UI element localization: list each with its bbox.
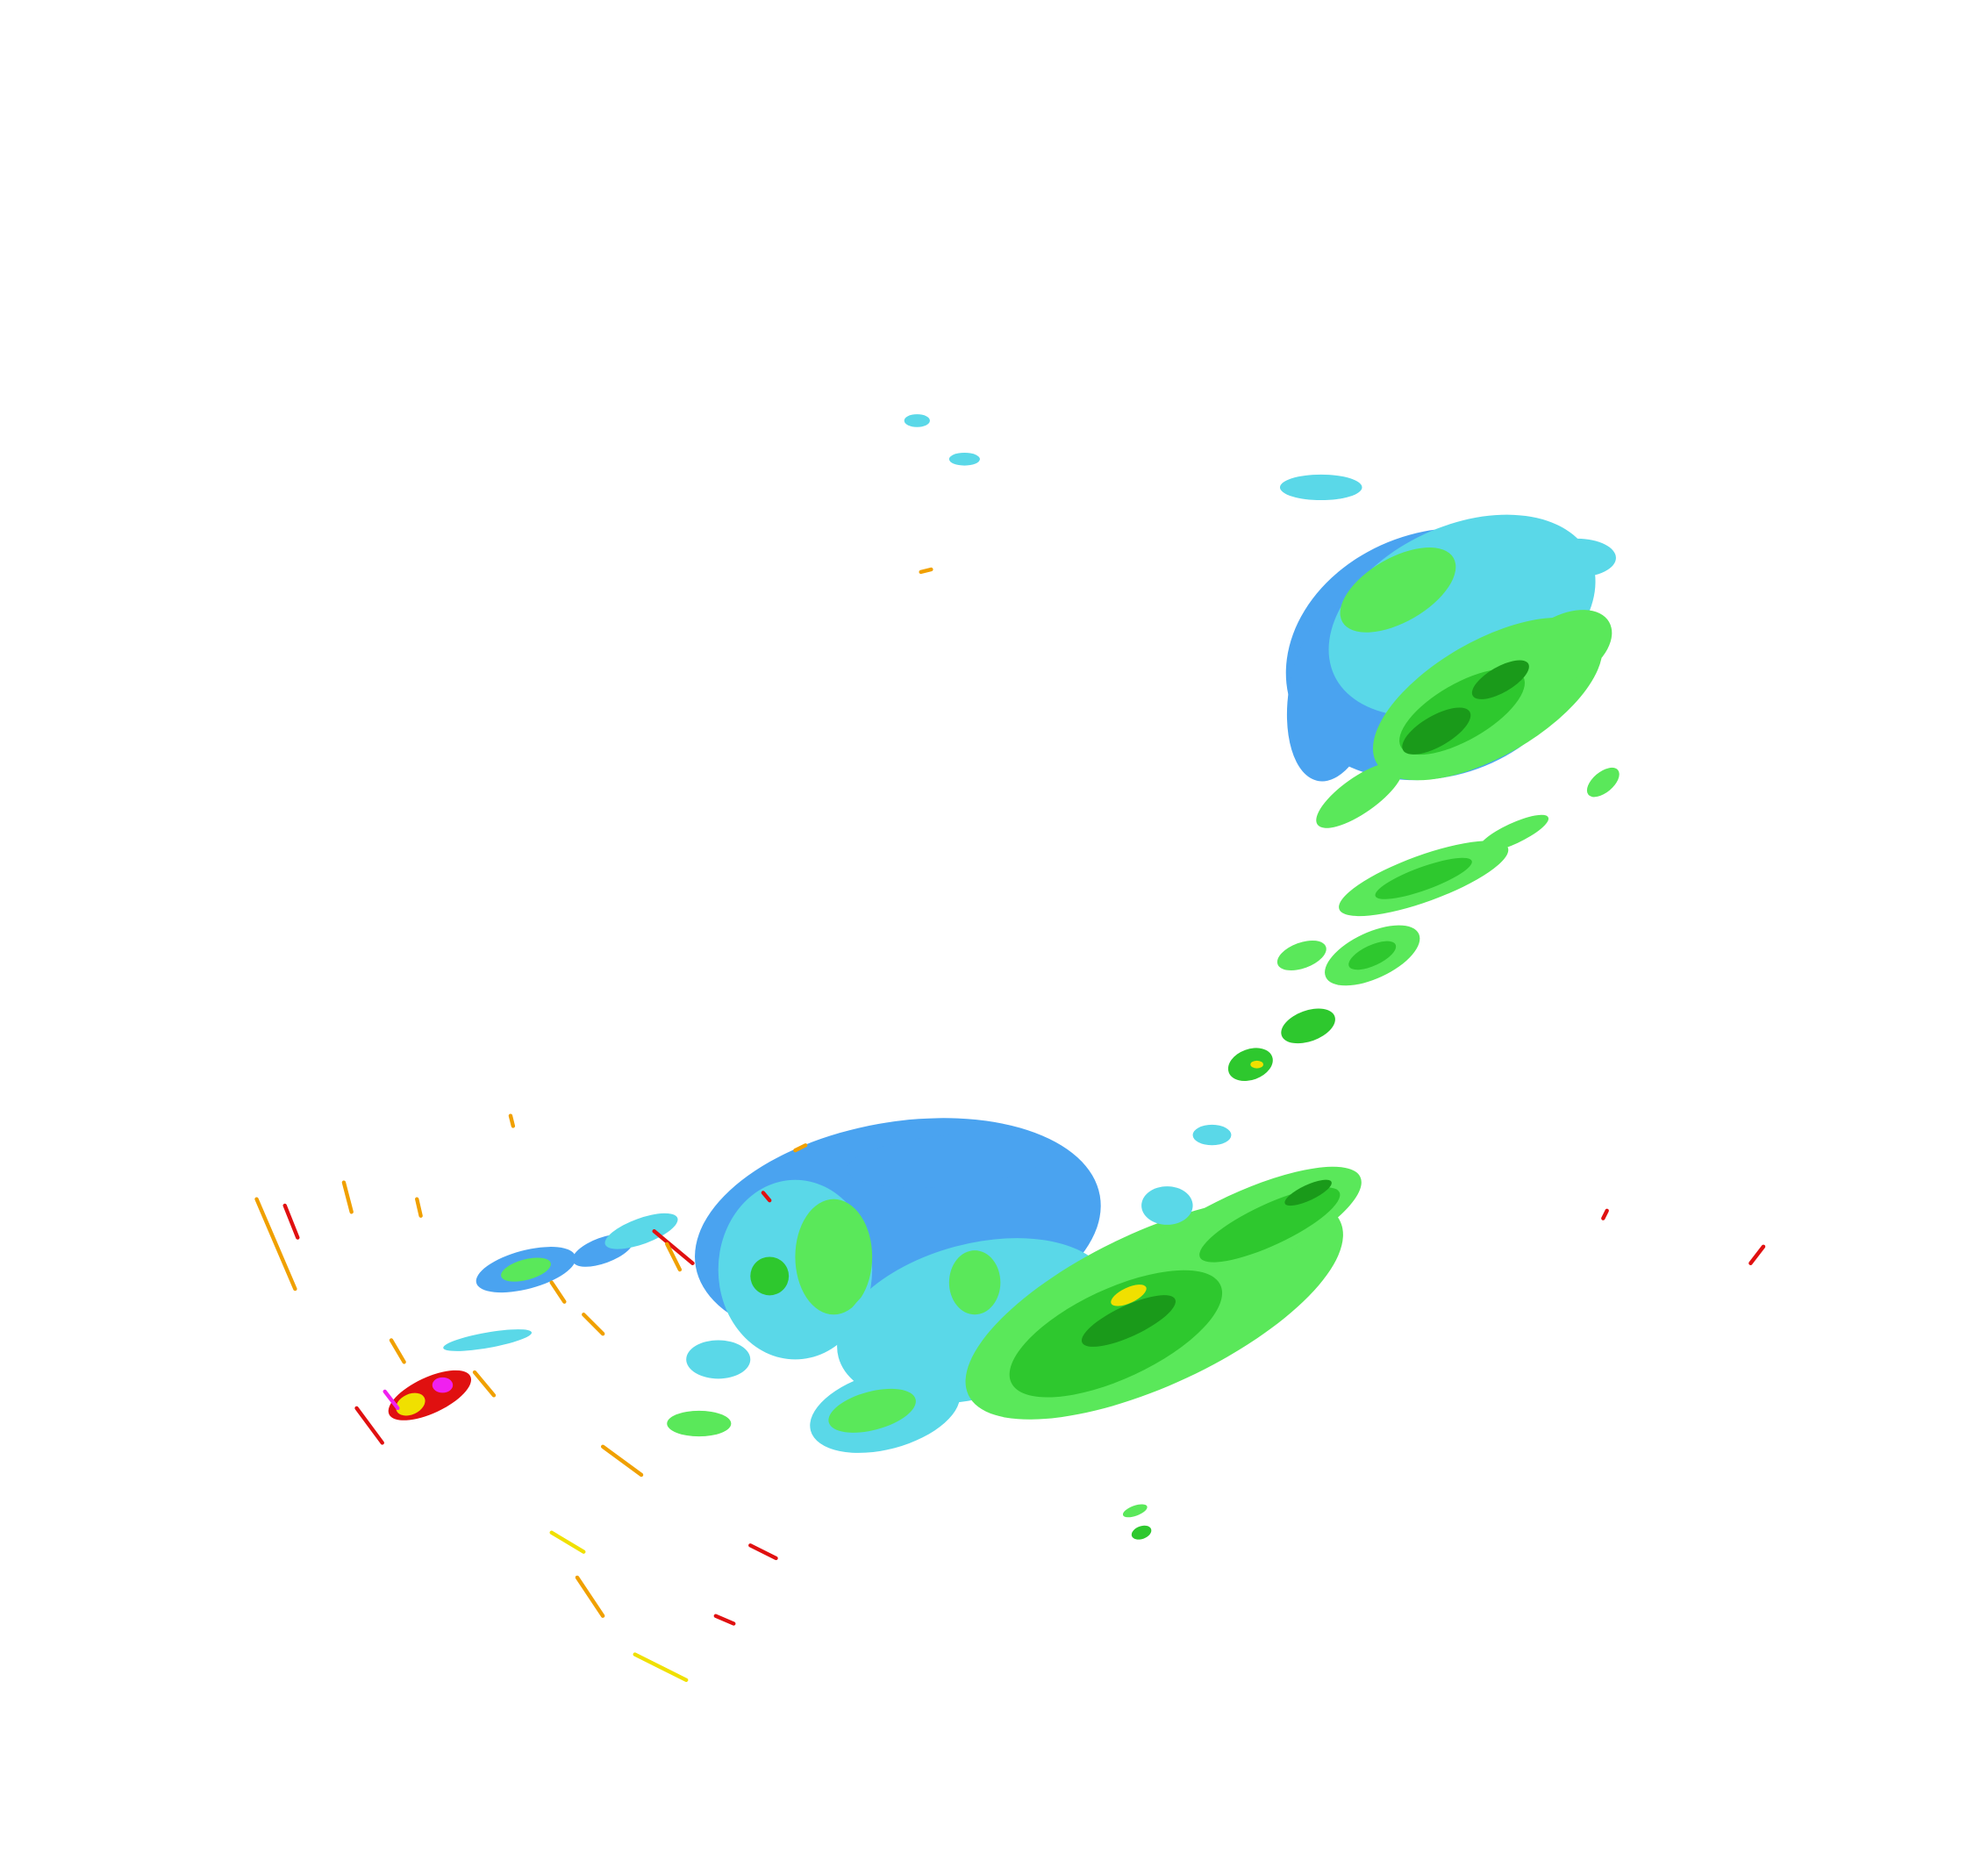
radar-echoes <box>254 414 1766 1683</box>
clutter-streak <box>341 1180 354 1214</box>
echo-light-green <box>1340 547 1456 633</box>
echo-light-green <box>1477 814 1549 853</box>
clutter-streak <box>582 1313 605 1336</box>
clutter-streak <box>389 1338 406 1364</box>
echo-dark-green <box>1284 1179 1332 1206</box>
clutter-streak <box>665 1242 683 1272</box>
clutter-streak <box>1601 1208 1609 1220</box>
echo-dark-green <box>1402 707 1471 755</box>
clutter-streak <box>415 1197 423 1218</box>
clutter-streak <box>1748 1244 1766 1265</box>
clutter-streak <box>575 1575 605 1618</box>
echo-cyan <box>1279 474 1362 501</box>
echo-green <box>1131 1525 1152 1540</box>
clutter-streak <box>508 1113 516 1128</box>
echo-light-green <box>1276 940 1327 970</box>
clutter-streak <box>633 1652 689 1683</box>
clutter-streak <box>919 567 933 575</box>
echo-cyan <box>1192 1124 1232 1146</box>
clutter-streak <box>761 1191 772 1203</box>
echo-green <box>750 1256 790 1296</box>
echo-magenta <box>432 1377 454 1393</box>
echo-cyan <box>948 452 980 466</box>
clutter-streak <box>549 1280 567 1304</box>
echo-yellow <box>396 1392 425 1416</box>
clutter-streak <box>652 1229 695 1265</box>
echo-cyan <box>686 1340 751 1379</box>
clutter-streak <box>713 1614 736 1626</box>
echo-light-green <box>1122 1504 1148 1518</box>
clutter-streak <box>472 1370 497 1398</box>
echo-light-green <box>1517 610 1613 686</box>
echo-green <box>1281 1008 1335 1044</box>
echo-yellow <box>1250 1060 1263 1069</box>
echo-green <box>1348 941 1397 970</box>
echo-cyan <box>1539 538 1616 577</box>
echo-light-green <box>1316 762 1403 828</box>
echo-light-green <box>828 1388 916 1433</box>
echo-light-green <box>948 1250 1001 1315</box>
echo-light-green <box>501 1257 551 1282</box>
clutter-streak <box>282 1203 300 1240</box>
clutter-streak <box>748 1543 778 1561</box>
echo-dark-green <box>1081 1295 1176 1347</box>
clutter-streak <box>600 1444 644 1478</box>
clutter-streak <box>254 1197 297 1292</box>
echo-dark-green <box>1471 660 1529 699</box>
echo-light-green <box>667 1410 732 1437</box>
echo-green <box>1199 1187 1341 1263</box>
clutter-streak <box>793 1143 808 1153</box>
clutter-streak <box>383 1389 400 1411</box>
echo-yellow <box>1111 1285 1147 1306</box>
clutter-streak <box>549 1530 586 1554</box>
clutter-streak <box>354 1406 384 1445</box>
echo-light-blue <box>847 1133 1052 1188</box>
echo-light-green <box>1586 767 1620 798</box>
echo-cyan <box>904 414 930 427</box>
echo-cyan <box>443 1329 533 1351</box>
echo-red <box>388 1370 472 1421</box>
echo-cyan <box>1141 1186 1193 1225</box>
echo-light-green <box>795 1199 873 1315</box>
echo-cyan <box>604 1213 678 1249</box>
echo-green <box>1375 857 1472 899</box>
